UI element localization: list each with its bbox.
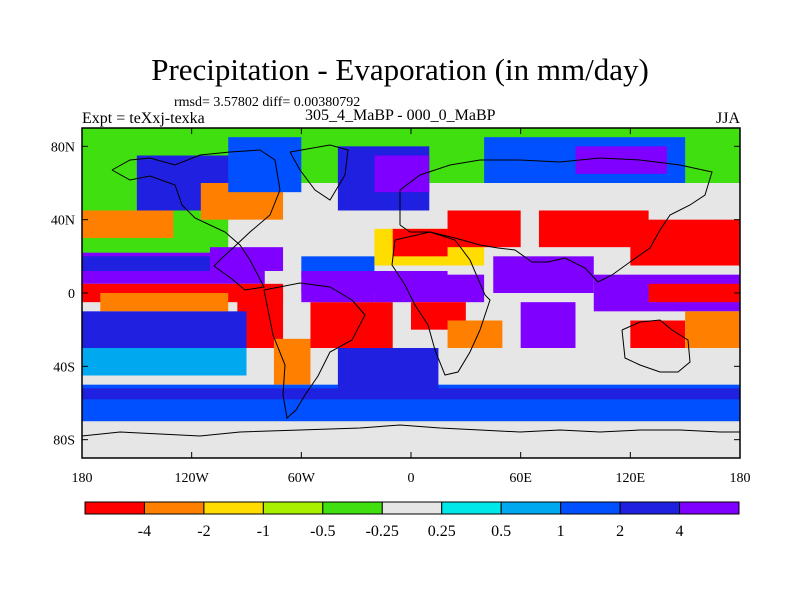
colorbar-swatch [441, 501, 502, 515]
field-region [520, 302, 576, 348]
field-region [685, 311, 740, 348]
coastline-antarctica [82, 424, 740, 437]
coastline-africa [391, 231, 491, 376]
colorbar-swatch [203, 501, 264, 515]
colorbar-label: 4 [676, 523, 684, 540]
y-tick-label: 40N [51, 214, 75, 229]
field-region [374, 274, 485, 303]
field-region [392, 228, 448, 257]
field-region [82, 348, 247, 376]
colorbar-label: -0.5 [310, 523, 335, 540]
colorbar-swatch [560, 501, 621, 515]
chart-title: Precipitation - Evaporation (in mm/day) [151, 52, 649, 87]
colorbar-swatch [619, 501, 681, 515]
x-tick-label: 0 [408, 471, 415, 486]
field-region [630, 320, 686, 348]
colorbar-label: 2 [616, 523, 624, 540]
colorbar-label: -4 [138, 523, 151, 540]
case-label: 305_4_MaBP - 000_0_MaBP [305, 107, 496, 124]
field-region [82, 210, 174, 238]
x-tick-label: 60E [509, 471, 532, 486]
colorbar-swatch [381, 501, 443, 515]
y-tick-label: 80N [51, 140, 75, 155]
y-tick-label: 80S [53, 434, 75, 449]
colorbar-label: 1 [557, 523, 565, 540]
colorbar-label: 0.5 [491, 523, 511, 540]
field-region [273, 338, 311, 385]
y-tick-label: 0 [68, 287, 75, 302]
coastline-south-america [263, 282, 366, 419]
axis-ticks: 180 120W 60W 0 60E 120E 180 80N 40N 0 40S 80S [51, 128, 751, 486]
x-tick-label: 180 [72, 471, 93, 486]
colorbar: -4 -2 -1 -0.5 -0.25 0.25 0.5 1 2 4 [84, 501, 740, 540]
coastline-greenland [289, 144, 349, 201]
colorbar-swatch [679, 501, 740, 515]
field-region [301, 283, 375, 303]
colorbar-swatch [322, 501, 383, 515]
field-map [82, 128, 740, 458]
field-region [209, 247, 284, 271]
colorbar-swatch [143, 501, 205, 515]
coastline-australia [621, 319, 691, 373]
colorbar-label: -2 [197, 523, 210, 540]
field-region [575, 146, 667, 174]
x-tick-label: 60W [288, 471, 316, 486]
field-region [82, 421, 740, 458]
field-region [337, 348, 439, 394]
colorbar-swatch [84, 501, 145, 515]
x-tick-label: 120W [175, 471, 210, 486]
field-region [447, 210, 521, 248]
coastline-eurasia [399, 157, 713, 283]
field-region [374, 155, 430, 193]
colorbar-label: -0.25 [366, 523, 399, 540]
field-region [630, 219, 740, 266]
x-tick-label: 120E [616, 471, 646, 486]
season-label: JJA [715, 110, 740, 127]
field-region [82, 311, 247, 348]
coastline-north-america [111, 149, 281, 291]
field-region [82, 256, 210, 271]
colorbar-label: 0.25 [428, 523, 456, 540]
coastlines [82, 144, 740, 437]
field-region [648, 283, 740, 303]
experiment-label: Expt = teXxj-texka [82, 110, 205, 127]
field-region [447, 320, 503, 348]
x-tick-label: 180 [730, 471, 751, 486]
colorbar-swatch [262, 501, 324, 515]
field-region [228, 137, 302, 193]
stats-label: rmsd= 3.57802 diff= 0.00380792 [174, 95, 361, 110]
y-tick-label: 40S [53, 360, 75, 375]
field-region [310, 302, 393, 348]
colorbar-label: -1 [257, 523, 270, 540]
colorbar-swatch [500, 501, 562, 515]
field-region [100, 293, 229, 312]
